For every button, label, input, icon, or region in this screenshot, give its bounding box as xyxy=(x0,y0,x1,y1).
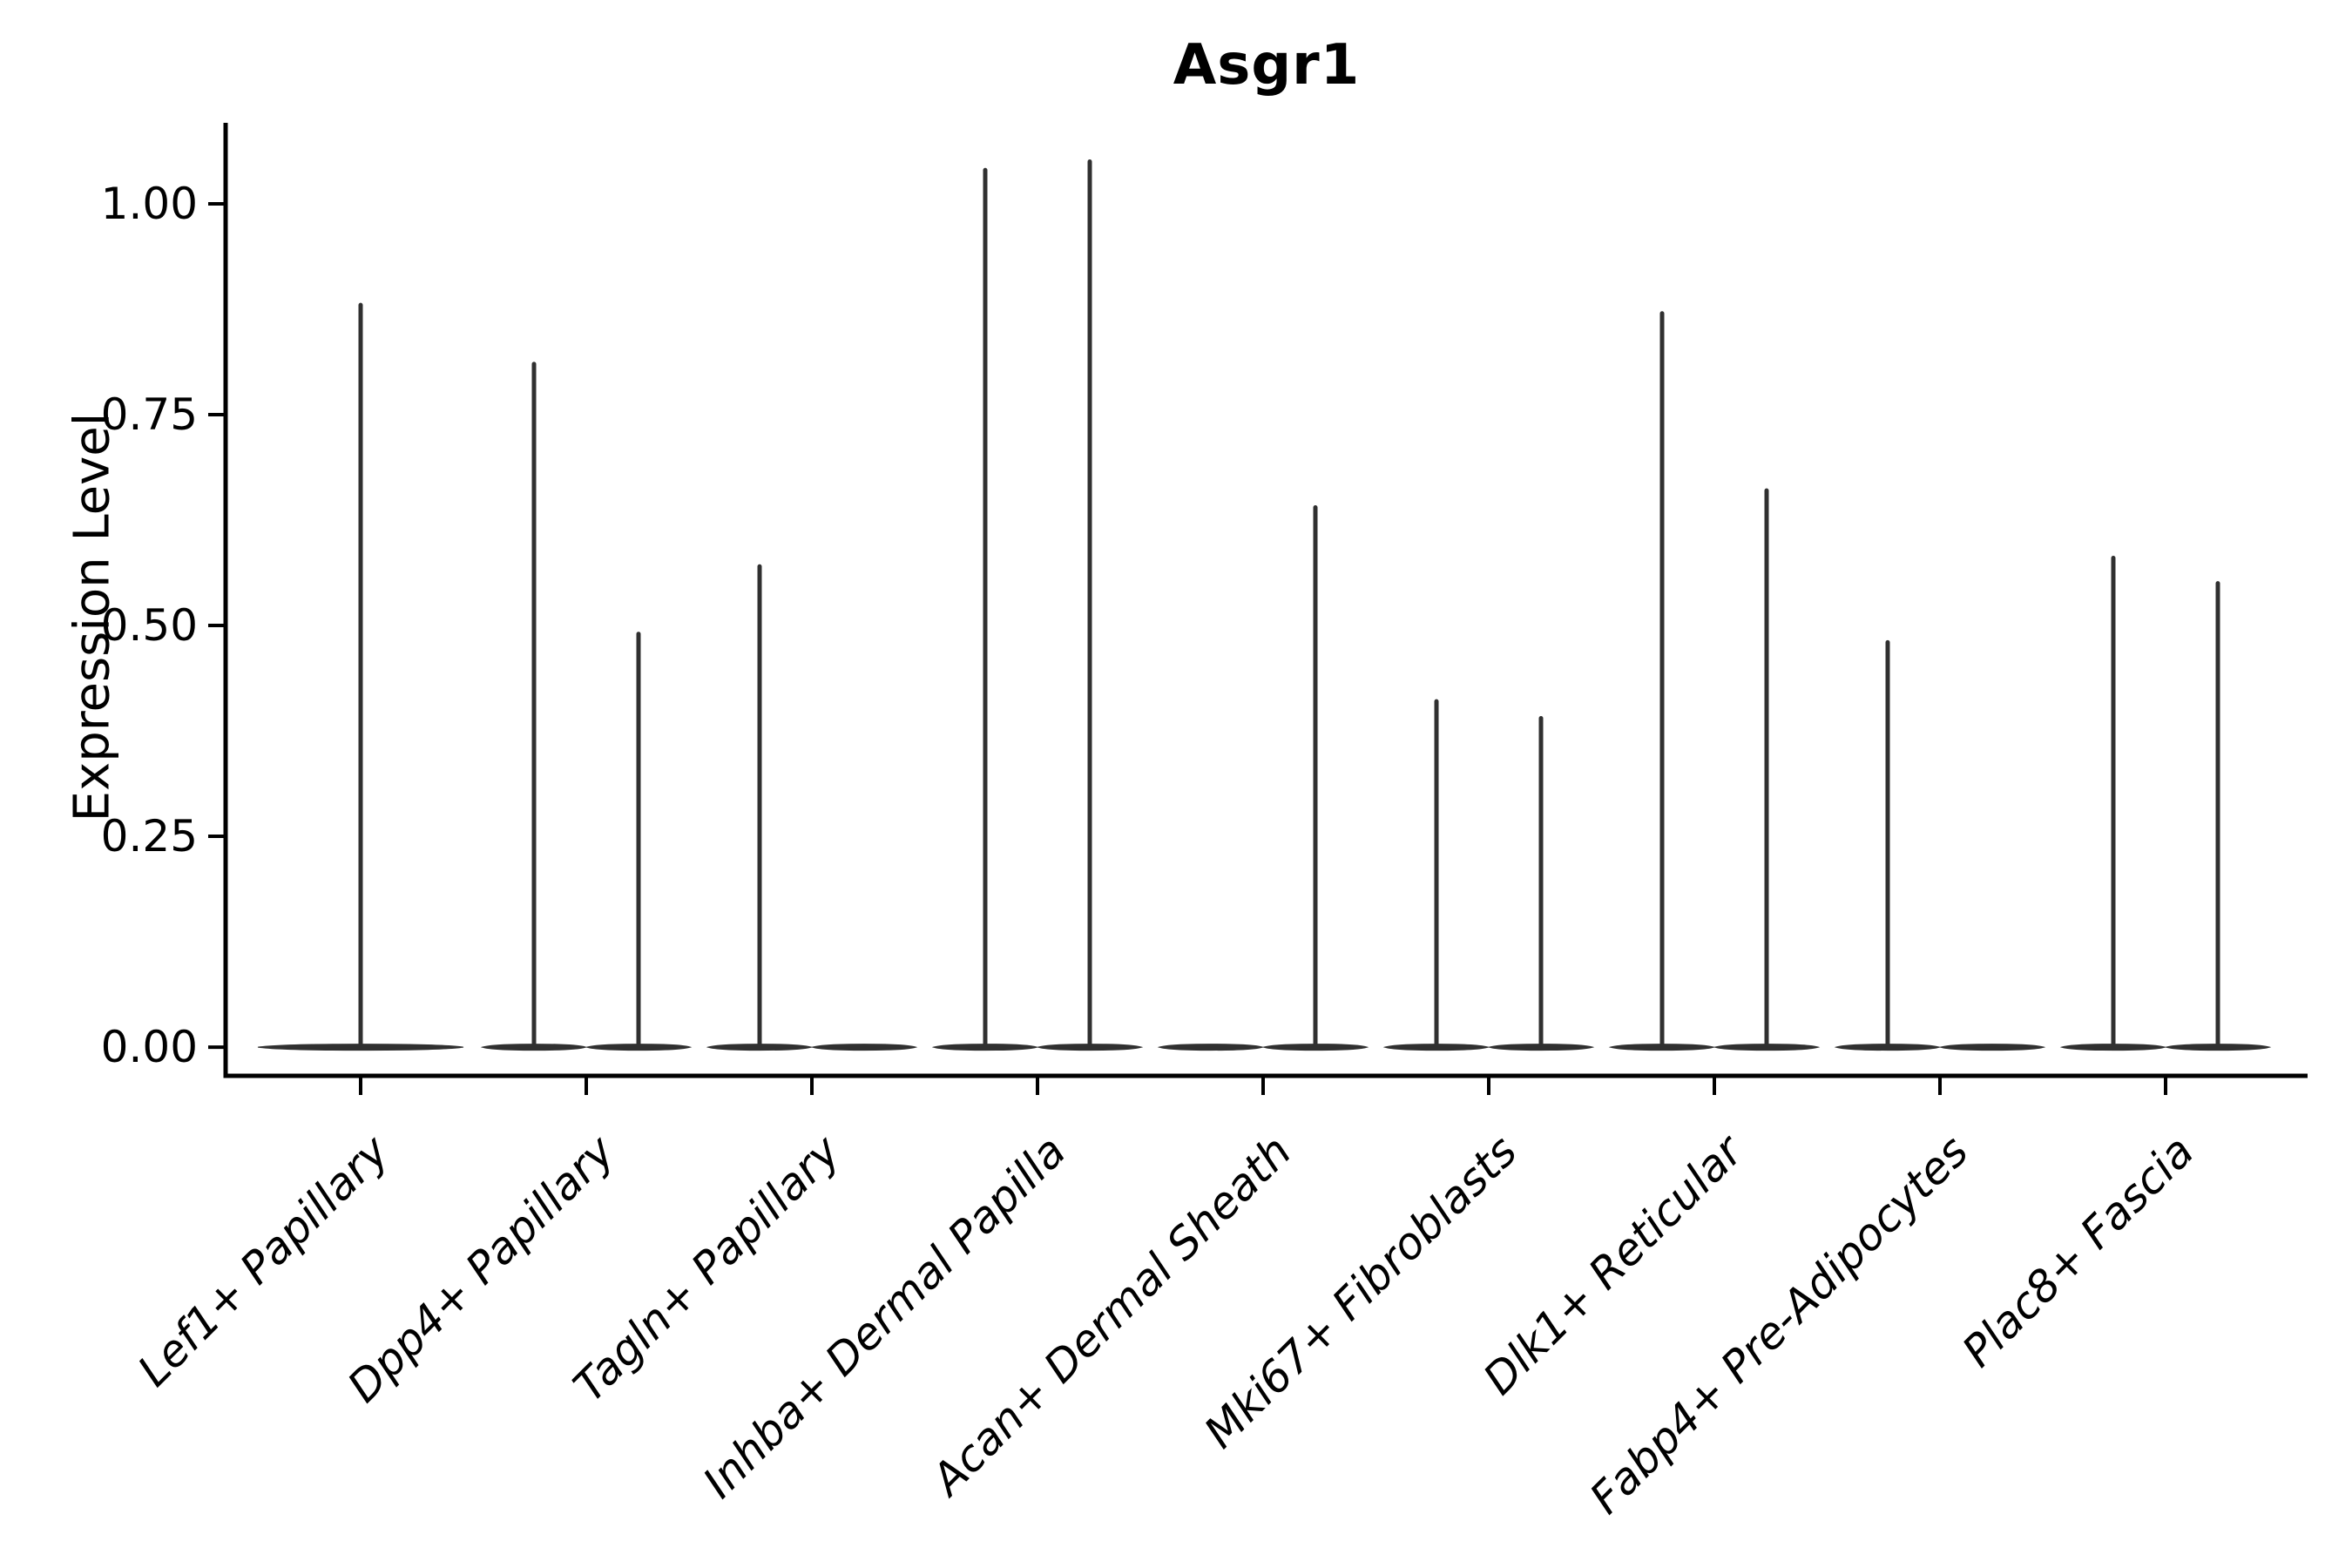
x-tick-label: Acan+ Dermal Sheath xyxy=(921,1125,1301,1506)
plot-title: Asgr1 xyxy=(1173,33,1361,98)
x-tick-label: Fabp4+ Pre-Adipocytes xyxy=(1580,1125,1978,1524)
y-tick-label: 0.00 xyxy=(101,1022,198,1072)
violin-base xyxy=(810,1044,918,1051)
y-tick-label: 0.75 xyxy=(101,389,198,440)
violin-base xyxy=(1938,1044,2046,1051)
violin-base xyxy=(1157,1044,1265,1051)
y-tick-label: 0.50 xyxy=(101,600,198,651)
y-tick-label: 0.25 xyxy=(101,811,198,862)
y-tick-label: 1.00 xyxy=(101,179,198,229)
x-tick-label: Plac8+ Fascia xyxy=(1953,1125,2204,1376)
x-tick-label: Inhba+ Dermal Papilla xyxy=(693,1125,1075,1507)
